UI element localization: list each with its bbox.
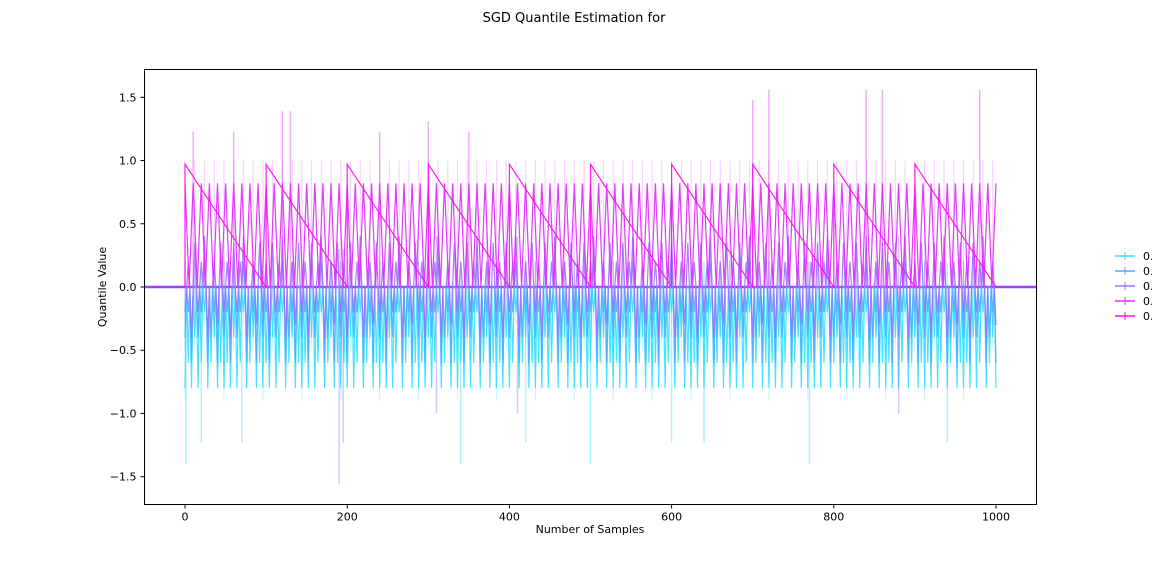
y-tick-label: 1.0 [119, 155, 137, 168]
y-tick-label: 0.5 [119, 218, 137, 231]
x-axis: 0 200 400 600 800 1000 [182, 504, 1010, 524]
y-tick-label: −1.5 [110, 471, 137, 484]
x-tick-label: 1000 [982, 511, 1010, 524]
y-tick-label: −1.0 [110, 407, 137, 420]
legend-label: 0. [1143, 310, 1152, 323]
series-4 [184, 162, 997, 289]
legend-label: 0. [1143, 265, 1152, 278]
legend-label: 0. [1143, 280, 1152, 293]
y-axis-title: Quantile Value [96, 247, 109, 327]
chart-title: SGD Quantile Estimation for [483, 11, 666, 26]
legend-label: 0. [1143, 250, 1152, 263]
x-tick-label: 0 [182, 511, 189, 524]
x-tick-label: 200 [337, 511, 358, 524]
series-line [184, 162, 997, 289]
y-tick-label: 1.5 [119, 91, 137, 104]
legend: 0. 0. 0. 0. 0. [1115, 250, 1152, 323]
x-axis-title: Number of Samples [536, 523, 645, 536]
y-axis: −1.5 −1.0 −0.5 0.0 0.5 1.0 1.5 [110, 91, 145, 484]
y-tick-label: 0.0 [119, 281, 137, 294]
x-tick-label: 600 [661, 511, 682, 524]
x-tick-label: 800 [823, 511, 844, 524]
legend-label: 0. [1143, 295, 1152, 308]
y-tick-label: −0.5 [110, 344, 137, 357]
x-tick-label: 400 [499, 511, 520, 524]
plot-area [144, 89, 1037, 485]
